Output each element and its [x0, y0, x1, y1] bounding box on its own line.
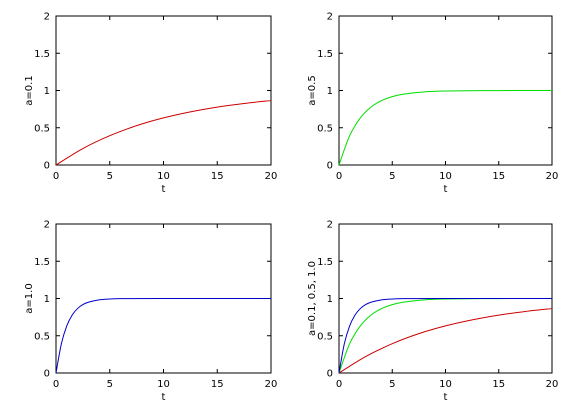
- series-line-3: [338, 297, 553, 374]
- y-tick-label: 0: [327, 161, 333, 172]
- x-tick-label: 10: [439, 379, 452, 390]
- series-line-1: [55, 297, 272, 374]
- series-line-1: [338, 308, 553, 374]
- y-tick-label: 2: [327, 12, 333, 23]
- x-tick-label: 0: [336, 379, 342, 390]
- y-tick-label: 0: [44, 369, 50, 380]
- x-axis-label: t: [162, 184, 166, 195]
- y-tick-label: 1.5: [34, 257, 50, 268]
- y-tick-label: 0.5: [34, 123, 50, 134]
- x-axis-label: t: [444, 184, 448, 195]
- x-tick-label: 0: [336, 171, 342, 182]
- x-tick-label: 15: [211, 379, 224, 390]
- chart-panel-2: 0 5 10 15 20 0 0.5 1 1.5 2 t a=0.5: [307, 12, 558, 196]
- chart-panel-4: 0 5 10 15 20 0 0.5 1 1.5 2 t a=0.1, 0.5, 1.0: [307, 220, 558, 404]
- y-tick-label: 1: [327, 294, 333, 305]
- y-tick-label: 0.5: [317, 123, 333, 134]
- x-tick-label: 0: [53, 171, 59, 182]
- x-tick-label: 10: [157, 171, 170, 182]
- x-tick-label: 10: [157, 379, 170, 390]
- x-tick-label: 20: [265, 171, 278, 182]
- y-tick-label: 1: [44, 294, 50, 305]
- x-tick-label: 15: [492, 171, 505, 182]
- series-line-1: [338, 90, 553, 166]
- x-tick-label: 5: [389, 379, 395, 390]
- x-axis-label: t: [444, 392, 448, 403]
- chart-panel-3: 0 5 10 15 20 0 0.5 1 1.5 2 t a=1.0: [24, 220, 277, 404]
- y-tick-label: 2: [44, 12, 50, 23]
- y-axis-label: a=0.5: [307, 75, 318, 105]
- x-tick-label: 20: [265, 379, 278, 390]
- y-tick-label: 1.5: [317, 257, 333, 268]
- y-axis-label: a=0.1: [24, 75, 35, 105]
- y-tick-label: 2: [327, 220, 333, 231]
- y-tick-label: 0.5: [317, 331, 333, 342]
- series-line-1: [55, 100, 272, 166]
- x-tick-label: 15: [492, 379, 505, 390]
- y-tick-label: 0: [327, 369, 333, 380]
- y-tick-label: 1.5: [34, 49, 50, 60]
- x-tick-label: 15: [211, 171, 224, 182]
- x-tick-label: 5: [107, 379, 113, 390]
- x-tick-label: 5: [389, 171, 395, 182]
- x-tick-label: 5: [107, 171, 113, 182]
- y-tick-label: 2: [44, 220, 50, 231]
- y-tick-label: 0.5: [34, 331, 50, 342]
- y-tick-label: 1: [327, 86, 333, 97]
- x-tick-label: 20: [546, 171, 559, 182]
- x-axis-label: t: [162, 392, 166, 403]
- x-tick-label: 10: [439, 171, 452, 182]
- x-tick-label: 0: [53, 379, 59, 390]
- plot-frame: [55, 15, 272, 166]
- y-tick-label: 1.5: [317, 49, 333, 60]
- x-tick-label: 20: [546, 379, 559, 390]
- chart-panel-1: 0 5 10 15 20 0 0.5 1 1.5 2 t a=0.1: [24, 12, 277, 196]
- y-axis-label: a=0.1, 0.5, 1.0: [307, 261, 318, 336]
- y-axis-label: a=1.0: [24, 283, 35, 313]
- series-line-2: [338, 298, 553, 374]
- y-tick-label: 0: [44, 161, 50, 172]
- y-tick-label: 1: [44, 86, 50, 97]
